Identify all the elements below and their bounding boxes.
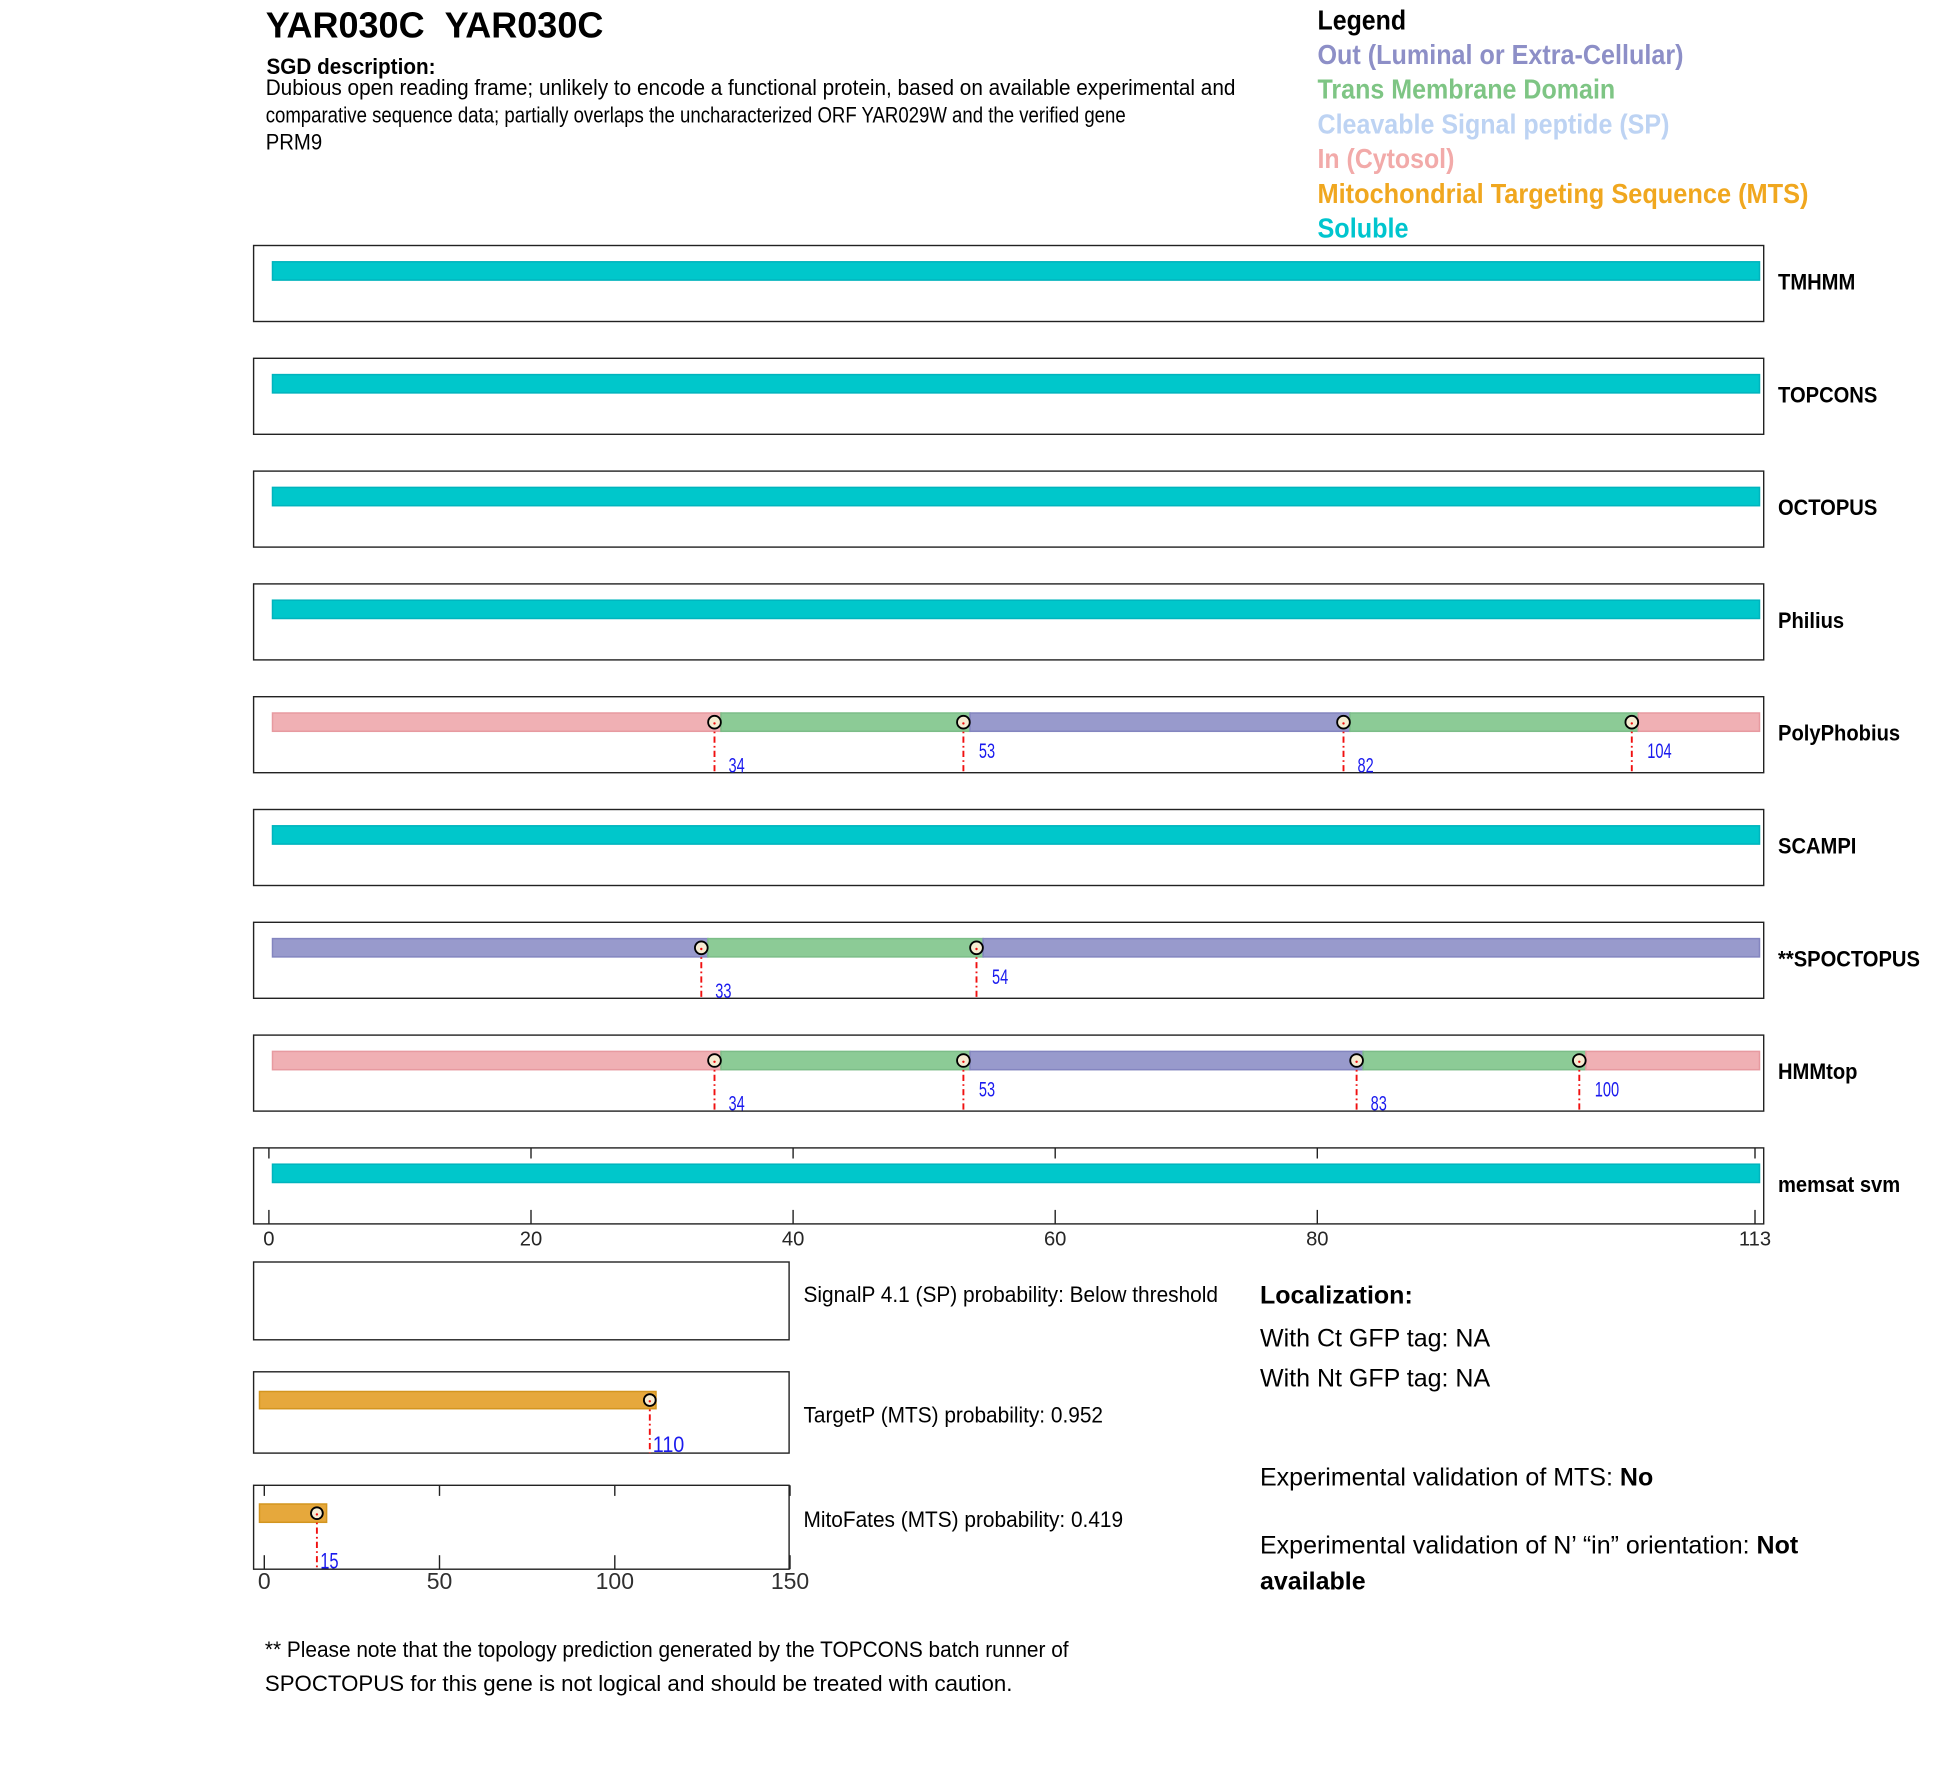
svg-text:With Ct GFP tag: NA: With Ct GFP tag: NA <box>1260 1324 1490 1352</box>
svg-text:PolyPhobius: PolyPhobius <box>1778 721 1900 746</box>
svg-text:Localization:: Localization: <box>1260 1281 1413 1309</box>
svg-text:113: 113 <box>1739 1228 1771 1250</box>
svg-text:TargetP (MTS) probability: 0.9: TargetP (MTS) probability: 0.952 <box>804 1403 1104 1428</box>
svg-text:Cleavable Signal peptide (SP): Cleavable Signal peptide (SP) <box>1318 108 1670 139</box>
svg-text:memsat svm: memsat svm <box>1778 1172 1900 1197</box>
svg-text:60: 60 <box>1044 1228 1066 1250</box>
svg-text:150: 150 <box>771 1568 809 1594</box>
svg-text:Philius: Philius <box>1778 608 1844 633</box>
svg-text:15: 15 <box>320 1548 338 1573</box>
svg-text:Dubious open reading frame; un: Dubious open reading frame; unlikely to … <box>266 75 1236 100</box>
svg-text:0: 0 <box>263 1228 274 1250</box>
svg-text:OCTOPUS: OCTOPUS <box>1778 495 1877 520</box>
svg-text:**SPOCTOPUS: **SPOCTOPUS <box>1778 946 1920 971</box>
svg-text:PRM9: PRM9 <box>266 130 323 155</box>
svg-text:SignalP 4.1 (SP) probability:: SignalP 4.1 (SP) probability: Below thre… <box>804 1282 1219 1307</box>
svg-text:SGD description:: SGD description: <box>267 54 436 79</box>
svg-text:Soluble: Soluble <box>1318 213 1409 244</box>
svg-text:80: 80 <box>1306 1228 1328 1250</box>
svg-text:82: 82 <box>1358 754 1374 777</box>
svg-text:HMMtop: HMMtop <box>1778 1059 1858 1084</box>
svg-text:comparative sequence data; par: comparative sequence data; partially ove… <box>266 102 1126 127</box>
svg-text:0: 0 <box>258 1568 271 1594</box>
svg-text:MitoFates (MTS) probability: 0: MitoFates (MTS) probability: 0.419 <box>804 1507 1124 1532</box>
svg-text:54: 54 <box>992 966 1008 989</box>
svg-text:50: 50 <box>427 1568 453 1594</box>
svg-text:Legend: Legend <box>1318 4 1407 35</box>
svg-text:Experimental validation of MTS: Experimental validation of MTS: No <box>1260 1463 1653 1491</box>
svg-text:Trans Membrane Domain: Trans Membrane Domain <box>1318 74 1616 105</box>
svg-text:SCAMPI: SCAMPI <box>1778 834 1856 859</box>
svg-text:TMHMM: TMHMM <box>1778 270 1855 295</box>
svg-text:In (Cytosol): In (Cytosol) <box>1318 143 1455 174</box>
svg-text:34: 34 <box>729 754 745 777</box>
svg-text:Experimental validation of N’: Experimental validation of N’ “in” orien… <box>1260 1532 1799 1560</box>
svg-text:34: 34 <box>729 1093 745 1116</box>
svg-text:With Nt GFP tag: NA: With Nt GFP tag: NA <box>1260 1365 1490 1393</box>
svg-text:TOPCONS: TOPCONS <box>1778 382 1877 407</box>
svg-text:** Please note that the topolo: ** Please note that the topology predict… <box>265 1637 1069 1662</box>
svg-text:83: 83 <box>1371 1093 1387 1116</box>
svg-text:available: available <box>1260 1568 1366 1596</box>
svg-text:20: 20 <box>520 1228 542 1250</box>
svg-text:40: 40 <box>782 1228 804 1250</box>
svg-text:Mitochondrial Targeting Sequen: Mitochondrial Targeting Sequence (MTS) <box>1318 178 1809 209</box>
svg-text:100: 100 <box>596 1568 634 1594</box>
svg-text:104: 104 <box>1647 740 1672 763</box>
svg-text:53: 53 <box>979 740 995 763</box>
svg-text:100: 100 <box>1595 1079 1619 1102</box>
svg-text:SPOCTOPUS for this gene is not: SPOCTOPUS for this gene is not logical a… <box>265 1671 1013 1696</box>
svg-text:53: 53 <box>979 1079 995 1102</box>
svg-text:Out (Luminal or Extra-Cellular: Out (Luminal or Extra-Cellular) <box>1318 39 1684 70</box>
svg-text:33: 33 <box>715 980 731 1003</box>
svg-text:110: 110 <box>653 1432 685 1457</box>
svg-text:YAR030C YAR030C: YAR030C YAR030C <box>266 5 604 46</box>
